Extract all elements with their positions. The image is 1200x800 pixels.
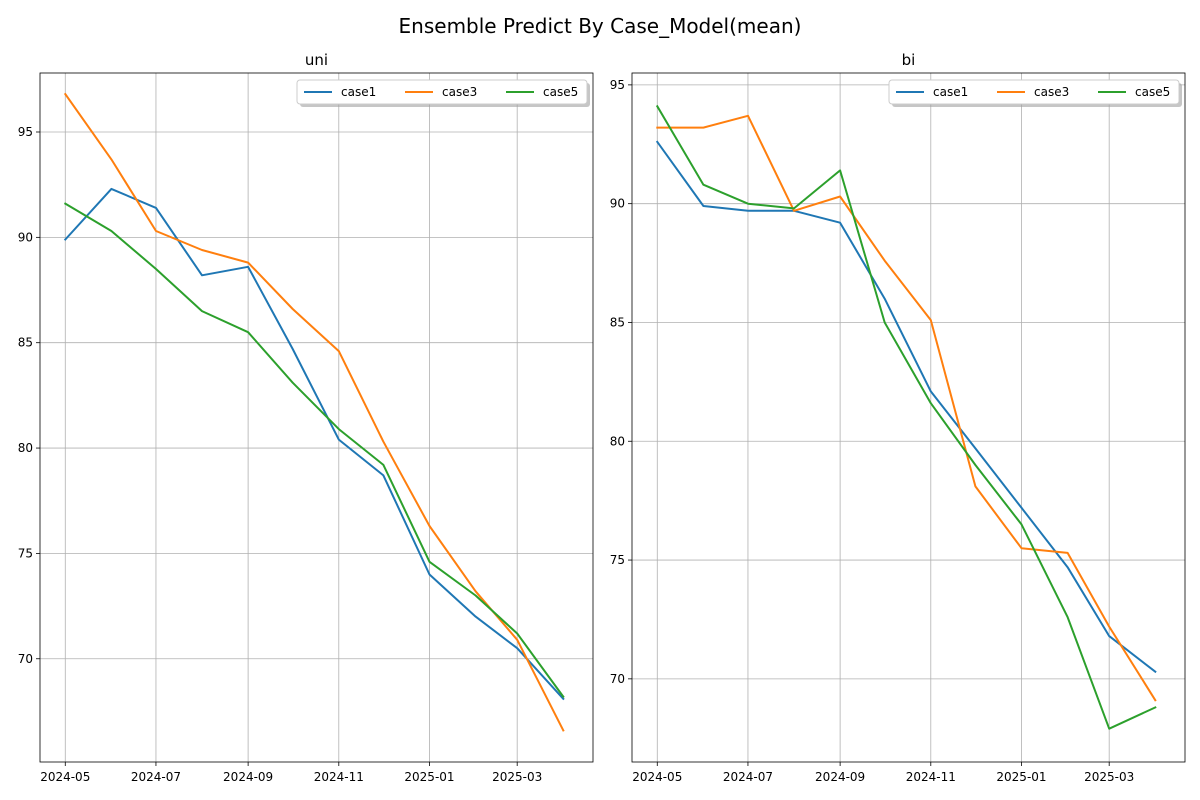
x-tick-label: 2024-05	[632, 770, 682, 784]
axes-frame	[631, 72, 1186, 763]
x-tick-label: 2025-03	[1084, 770, 1134, 784]
x-tick-label: 2024-11	[314, 770, 364, 784]
y-tick-label: 85	[610, 315, 625, 329]
series-line-case5	[63, 202, 565, 699]
y-tick-label: 90	[18, 230, 33, 244]
chart-title: bi	[902, 51, 916, 69]
y-tick-label: 70	[610, 672, 625, 686]
y-tick-label: 75	[18, 546, 33, 560]
series-line-case5	[655, 104, 1157, 730]
legend-label-case5: case5	[543, 85, 578, 99]
legend-label-case1: case1	[341, 85, 376, 99]
series-line-case3	[63, 92, 565, 732]
subplots: uni 2024-05 2024-07 2024-09 2024-11 2025-01 20…	[18, 51, 1186, 784]
legend: case1 case3 case5	[888, 79, 1182, 107]
x-tick-label: 2024-07	[131, 770, 181, 784]
y-tick-label: 70	[18, 652, 33, 666]
x-tick-label: 2025-01	[404, 770, 454, 784]
x-tick-label: 2024-05	[40, 770, 90, 784]
y-tick-label: 95	[610, 78, 625, 92]
figure-title: Ensemble Predict By Case_Model(mean)	[399, 14, 802, 38]
x-tick-label: 2024-07	[723, 770, 773, 784]
chart-bi: bi 2024-05 2024-07 2024-09 2024-11 2025-01 202…	[610, 51, 1186, 784]
y-tick-label: 75	[610, 553, 625, 567]
y-tick-label: 95	[18, 125, 33, 139]
axes-frame	[39, 72, 594, 763]
legend-box	[888, 79, 1180, 105]
legend-label-case5: case5	[1135, 85, 1170, 99]
legend-label-case3: case3	[1034, 85, 1069, 99]
series-line-case1	[655, 140, 1157, 674]
y-tick-label: 80	[18, 441, 33, 455]
y-tick-label: 90	[610, 197, 625, 211]
x-tick-label: 2024-11	[906, 770, 956, 784]
x-tick-label: 2025-01	[996, 770, 1046, 784]
legend-box	[296, 79, 588, 105]
series-line-case3	[656, 114, 1157, 702]
y-tick-label: 85	[18, 336, 33, 350]
chart-uni: uni 2024-05 2024-07 2024-09 2024-11 2025-01 20…	[18, 51, 594, 784]
legend-label-case1: case1	[933, 85, 968, 99]
chart-title: uni	[305, 51, 328, 69]
x-tick-label: 2024-09	[815, 770, 865, 784]
legend: case1 case3 case5	[296, 79, 590, 107]
y-tick-label: 80	[610, 434, 625, 448]
x-tick-label: 2024-09	[223, 770, 273, 784]
series-line-case1	[63, 187, 565, 701]
x-tick-label: 2025-03	[492, 770, 542, 784]
legend-label-case3: case3	[442, 85, 477, 99]
